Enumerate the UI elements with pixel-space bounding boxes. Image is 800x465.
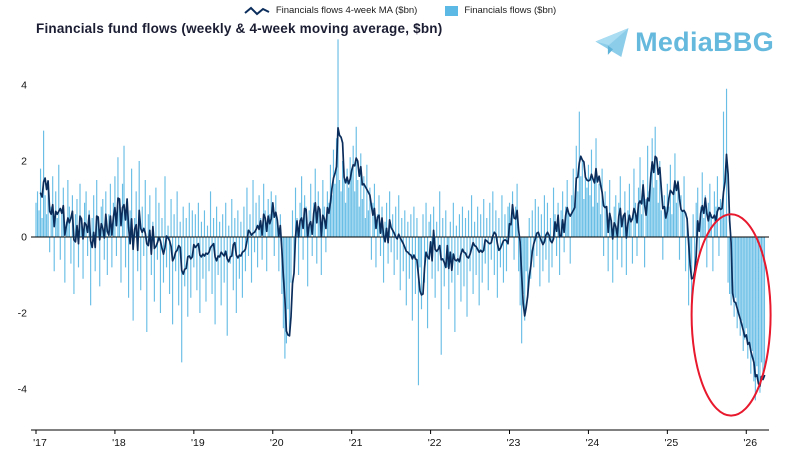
- y-axis-label: 0: [21, 232, 27, 244]
- y-axis-label: -2: [18, 308, 27, 320]
- flows-bars: [35, 39, 766, 401]
- highlight-ellipse: [690, 213, 772, 417]
- chart-title: Financials fund flows (weekly & 4-week m…: [36, 21, 443, 36]
- x-axis-label: '17: [33, 437, 47, 449]
- y-axis-label: 2: [21, 156, 27, 168]
- legend-item-ma: Financials flows 4-week MA ($bn): [244, 5, 418, 16]
- flows-bar-swatch: [445, 5, 459, 16]
- x-axis-label: '23: [507, 437, 521, 449]
- paper-plane-icon: [595, 28, 629, 57]
- y-axis-label: -4: [18, 384, 27, 396]
- x-axis-label: '18: [112, 437, 126, 449]
- x-axis-label: '24: [586, 437, 600, 449]
- ma-line-swatch: [244, 6, 270, 15]
- legend-item-flows: Financials flows ($bn): [445, 5, 556, 16]
- ma-line: [39, 126, 766, 387]
- x-axis-label: '25: [665, 437, 679, 449]
- mediabbg-logo: MediaBBG: [594, 26, 774, 59]
- legend-label-flows: Financials flows ($bn): [464, 5, 557, 16]
- x-axis-label: '22: [428, 437, 442, 449]
- x-axis-label: '19: [191, 437, 205, 449]
- legend-label-ma: Financials flows 4-week MA ($bn): [275, 5, 418, 16]
- chart-legend: Financials flows 4-week MA ($bn) Financi…: [0, 5, 800, 16]
- logo-text: MediaBBG: [635, 27, 774, 57]
- x-axis-label: '21: [349, 437, 363, 449]
- x-axis-label: '26: [743, 437, 757, 449]
- y-axis-label: 4: [21, 80, 27, 92]
- x-axis-label: '20: [270, 437, 284, 449]
